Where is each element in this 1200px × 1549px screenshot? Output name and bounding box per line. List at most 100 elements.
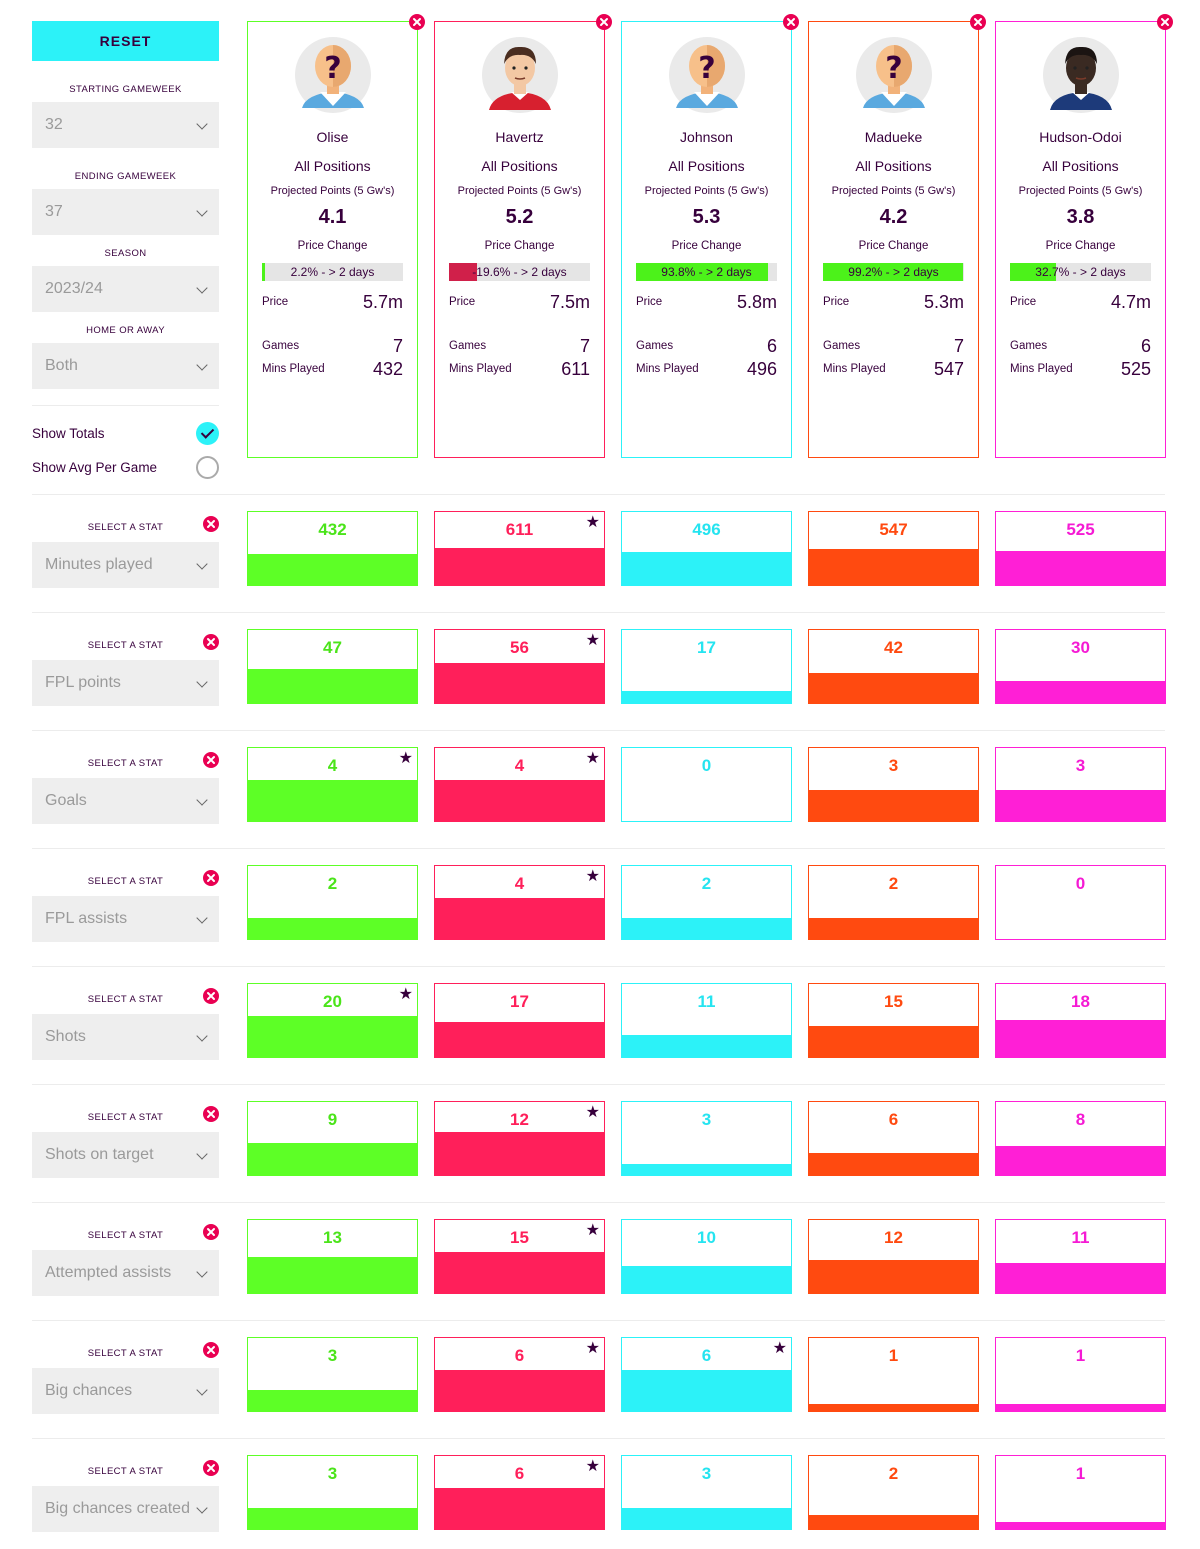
- row-divider: [32, 848, 1165, 849]
- close-icon[interactable]: [1156, 13, 1174, 31]
- stat-select-value: Big chances created: [45, 1500, 190, 1517]
- mins-played-label: Mins Played: [1010, 363, 1073, 375]
- close-icon[interactable]: [202, 987, 220, 1005]
- stat-value: 6: [514, 1346, 525, 1365]
- remove-stat-button[interactable]: [202, 1341, 220, 1364]
- stat-select[interactable]: Minutes played: [32, 542, 219, 588]
- stat-select[interactable]: FPL assists: [32, 896, 219, 942]
- stat-value: 0: [701, 756, 712, 775]
- remove-stat-button[interactable]: [202, 633, 220, 656]
- stat-select[interactable]: Goals: [32, 778, 219, 824]
- home-away-select[interactable]: Both: [32, 343, 219, 389]
- stat-value-box: 4 ★: [247, 747, 418, 822]
- price-change-label: Price Change: [484, 240, 555, 252]
- show-totals-toggle[interactable]: Show Totals: [32, 422, 219, 448]
- stat-value-box: 4 ★: [434, 865, 605, 940]
- close-icon[interactable]: [202, 1459, 220, 1477]
- stat-select[interactable]: Shots: [32, 1014, 219, 1060]
- remove-player-button[interactable]: [1156, 13, 1174, 36]
- games-label: Games: [823, 340, 861, 352]
- close-icon[interactable]: [202, 515, 220, 533]
- mins-played-value: 432: [372, 359, 403, 379]
- close-icon[interactable]: [969, 13, 987, 31]
- close-icon[interactable]: [202, 1105, 220, 1123]
- stat-bar-fill: [435, 780, 604, 821]
- select-stat-label: SELECT A STAT: [87, 640, 164, 651]
- price-change-label: Price Change: [858, 240, 929, 252]
- stat-bar-fill: [809, 790, 978, 821]
- price-value: 5.8m: [736, 292, 777, 312]
- remove-stat-button[interactable]: [202, 751, 220, 774]
- close-icon[interactable]: [782, 13, 800, 31]
- player-position: All Positions: [855, 158, 932, 174]
- stat-select[interactable]: Big chances created: [32, 1486, 219, 1532]
- stat-bar-fill: [809, 1260, 978, 1293]
- stat-bar-fill: [435, 1370, 604, 1411]
- reset-button[interactable]: RESET: [32, 21, 219, 61]
- stat-value: 4: [514, 756, 525, 775]
- row-divider: [32, 1202, 1165, 1203]
- remove-player-button[interactable]: [408, 13, 426, 36]
- close-icon[interactable]: [595, 13, 613, 31]
- stat-select-value: Shots on target: [45, 1146, 154, 1163]
- chevron-down-icon: [196, 676, 208, 688]
- radio-circle-icon[interactable]: [196, 456, 219, 479]
- close-icon[interactable]: [202, 869, 220, 887]
- stat-bar-fill: [622, 1164, 791, 1175]
- stat-bar-fill: [248, 780, 417, 821]
- stat-value: 42: [884, 638, 903, 657]
- remove-stat-button[interactable]: [202, 1105, 220, 1128]
- stat-select[interactable]: Attempted assists: [32, 1250, 219, 1296]
- season-select[interactable]: 2023/24: [32, 266, 219, 312]
- unknown-player-icon: ?: [669, 37, 745, 113]
- stat-value-box: 56 ★: [434, 629, 605, 704]
- stat-value: 12: [510, 1110, 529, 1129]
- player-name: Madueke: [864, 129, 923, 145]
- stat-value-box: 6 ★: [434, 1337, 605, 1412]
- stat-bar-fill: [248, 554, 417, 585]
- unknown-player-icon: ?: [856, 37, 932, 113]
- stat-bar-fill: [622, 1370, 791, 1411]
- stat-select[interactable]: Shots on target: [32, 1132, 219, 1178]
- stat-bar-fill: [809, 918, 978, 939]
- stat-bar-fill: [248, 918, 417, 939]
- stat-value-box: 496: [621, 511, 792, 586]
- stat-bar-fill: [996, 1404, 1165, 1411]
- ending-gameweek-select[interactable]: 37: [32, 189, 219, 235]
- close-icon[interactable]: [202, 633, 220, 651]
- season-value: 2023/24: [45, 280, 103, 297]
- stat-value-box: 10: [621, 1219, 792, 1294]
- svg-text:?: ?: [698, 51, 715, 86]
- remove-stat-button[interactable]: [202, 869, 220, 892]
- remove-stat-button[interactable]: [202, 1223, 220, 1246]
- show-avg-toggle[interactable]: Show Avg Per Game: [32, 456, 219, 482]
- close-icon[interactable]: [202, 1341, 220, 1359]
- close-icon[interactable]: [408, 13, 426, 31]
- remove-stat-button[interactable]: [202, 515, 220, 538]
- starting-gameweek-select[interactable]: 32: [32, 102, 219, 148]
- row-divider: [32, 612, 1165, 613]
- close-icon[interactable]: [202, 751, 220, 769]
- stat-value: 3: [327, 1464, 338, 1483]
- stat-select[interactable]: Big chances: [32, 1368, 219, 1414]
- checkmark-icon[interactable]: [196, 422, 219, 445]
- price-change-fill: [449, 263, 477, 281]
- remove-player-button[interactable]: [969, 13, 987, 36]
- stat-select[interactable]: FPL points: [32, 660, 219, 706]
- stat-select-value: Minutes played: [45, 556, 153, 573]
- stat-value: 611: [505, 520, 534, 539]
- close-icon[interactable]: [202, 1223, 220, 1241]
- star-icon: ★: [585, 868, 600, 885]
- projected-points-label: Projected Points (5 Gw's): [644, 185, 769, 197]
- stat-value: 3: [327, 1346, 338, 1365]
- chevron-down-icon: [196, 558, 208, 570]
- player-position: All Positions: [294, 158, 371, 174]
- games-value: 7: [953, 336, 964, 356]
- stat-value: 18: [1071, 992, 1090, 1011]
- remove-player-button[interactable]: [595, 13, 613, 36]
- remove-stat-button[interactable]: [202, 987, 220, 1010]
- stat-value: 12: [884, 1228, 903, 1247]
- remove-stat-button[interactable]: [202, 1459, 220, 1482]
- remove-player-button[interactable]: [782, 13, 800, 36]
- stat-value-box: 3: [621, 1455, 792, 1530]
